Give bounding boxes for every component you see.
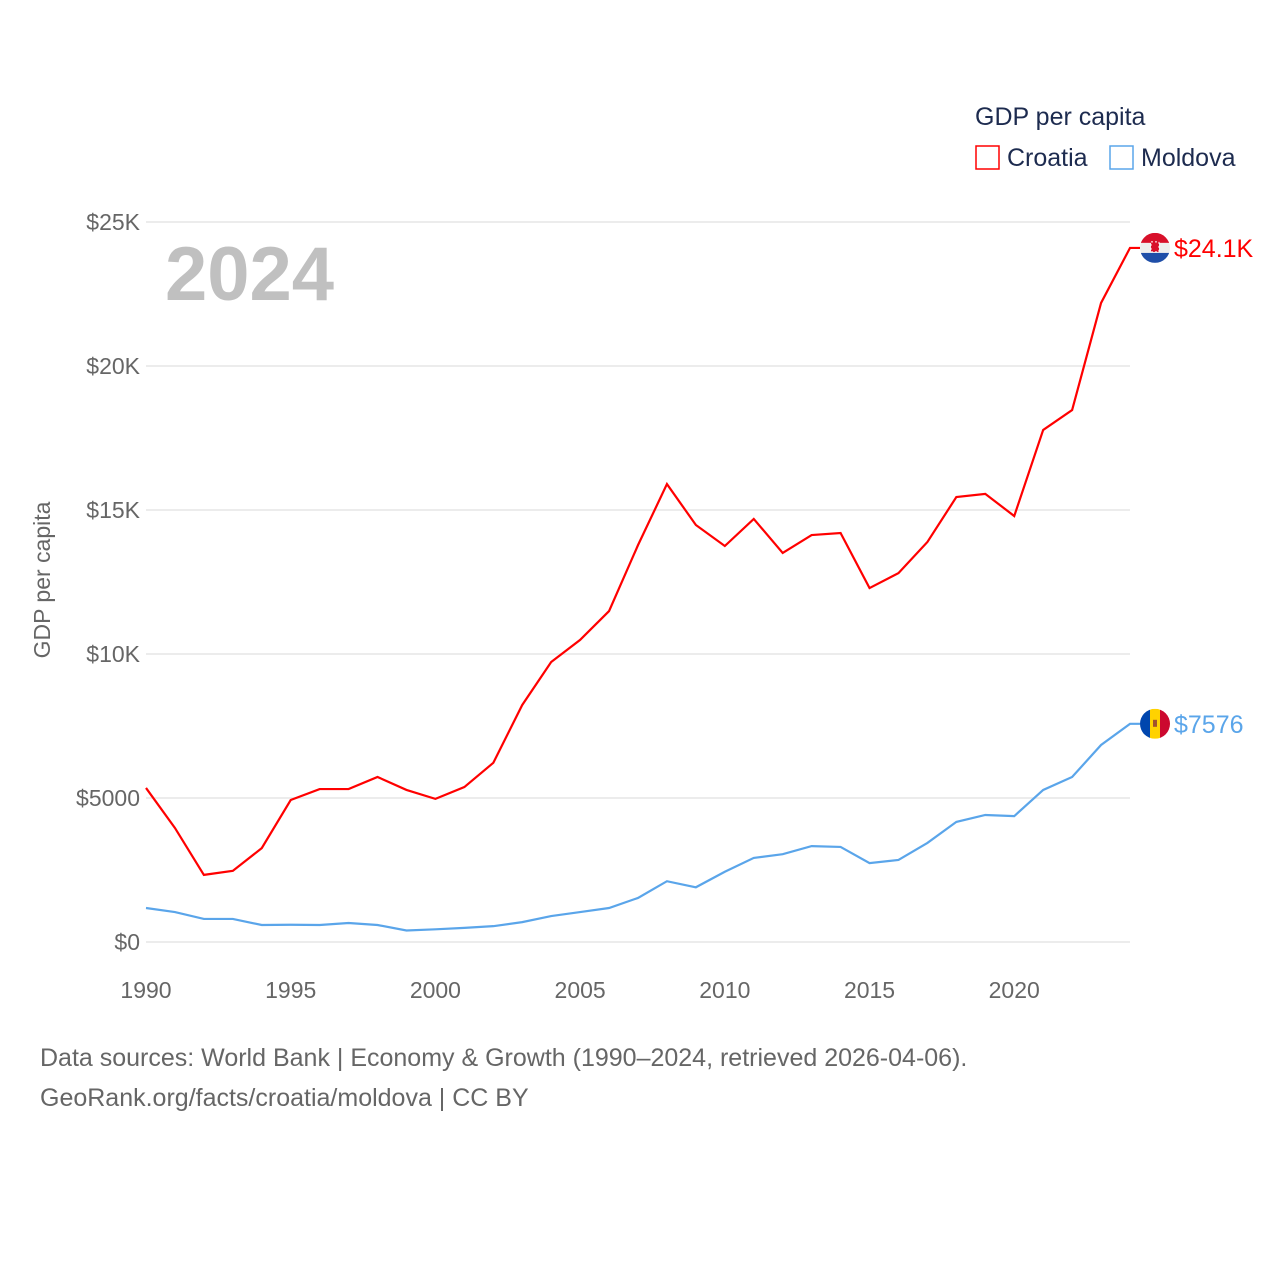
x-tick-label: 2000 bbox=[410, 977, 461, 1003]
legend-swatch-moldova bbox=[1109, 145, 1134, 170]
x-tick-label: 1990 bbox=[120, 977, 171, 1003]
y-tick-label: $15K bbox=[86, 497, 140, 523]
year-label: 2024 bbox=[165, 232, 334, 317]
legend-label-moldova[interactable]: Moldova bbox=[1141, 144, 1236, 172]
y-tick-label: $5000 bbox=[76, 785, 140, 811]
y-axis-label: GDP per capita bbox=[29, 501, 55, 658]
y-tick-label: $20K bbox=[86, 353, 140, 379]
end-value-label-moldova: $7576 bbox=[1174, 711, 1244, 739]
series-line-moldova bbox=[145, 722, 1140, 932]
x-tick-label: 2020 bbox=[989, 977, 1040, 1003]
end-value-label-croatia: $24.1K bbox=[1174, 235, 1254, 263]
x-tick-label: 1995 bbox=[265, 977, 316, 1003]
x-tick-label: 2010 bbox=[699, 977, 750, 1003]
line-chart: $0 $5000 $10K $15K $20K $25K 1990 1995 2000 2005 2… bbox=[29, 103, 1254, 1003]
moldova-flag-icon bbox=[1140, 708, 1170, 739]
y-tick-label: $0 bbox=[114, 929, 140, 955]
series-line-croatia bbox=[145, 246, 1140, 877]
x-tick-label: 2005 bbox=[555, 977, 606, 1003]
x-tick-label: 2015 bbox=[844, 977, 895, 1003]
legend-title: GDP per capita bbox=[975, 103, 1146, 131]
legend-swatch-croatia bbox=[975, 145, 1000, 170]
source-line-1: Data sources: World Bank | Economy & Gro… bbox=[40, 1044, 968, 1072]
y-tick-label: $10K bbox=[86, 641, 140, 667]
source-line-2: GeoRank.org/facts/croatia/moldova | CC B… bbox=[40, 1084, 529, 1112]
y-tick-label: $25K bbox=[86, 209, 140, 235]
legend-label-croatia[interactable]: Croatia bbox=[1007, 144, 1088, 172]
croatia-flag-icon bbox=[1140, 232, 1170, 263]
